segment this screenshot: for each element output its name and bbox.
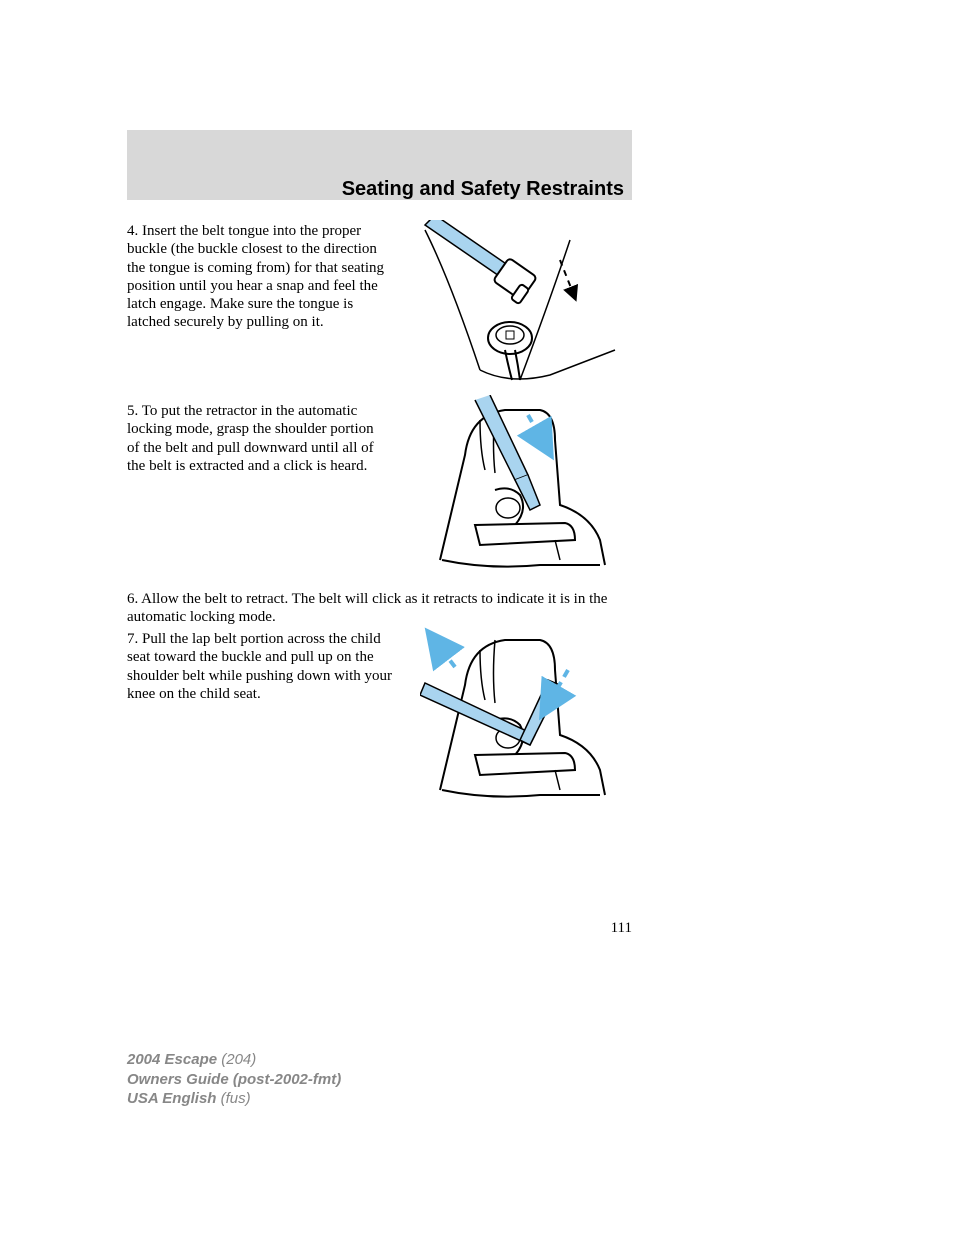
page-number: 111 (127, 920, 632, 937)
footer-guide: Owners Guide (post-2002-fmt) (127, 1071, 341, 1088)
section-title: Seating and Safety Restraints (127, 178, 632, 201)
footer-block: 2004 Escape (204) Owners Guide (post-200… (127, 1050, 341, 1109)
step-4-text: 4. Insert the belt tongue into the prope… (127, 222, 387, 332)
figure-step-5 (420, 395, 620, 575)
step-6-text: 6. Allow the belt to retract. The belt w… (127, 590, 632, 627)
figure-step-7 (420, 625, 620, 805)
step-7-text: 7. Pull the lap belt portion across the … (127, 630, 395, 703)
footer-model-code: (204) (217, 1051, 256, 1068)
footer-lang: USA English (127, 1090, 216, 1107)
footer-lang-code: (fus) (216, 1090, 250, 1107)
step-5-text: 5. To put the retractor in the automatic… (127, 402, 387, 475)
footer-model: 2004 Escape (127, 1051, 217, 1068)
figure-step-4 (420, 220, 620, 390)
